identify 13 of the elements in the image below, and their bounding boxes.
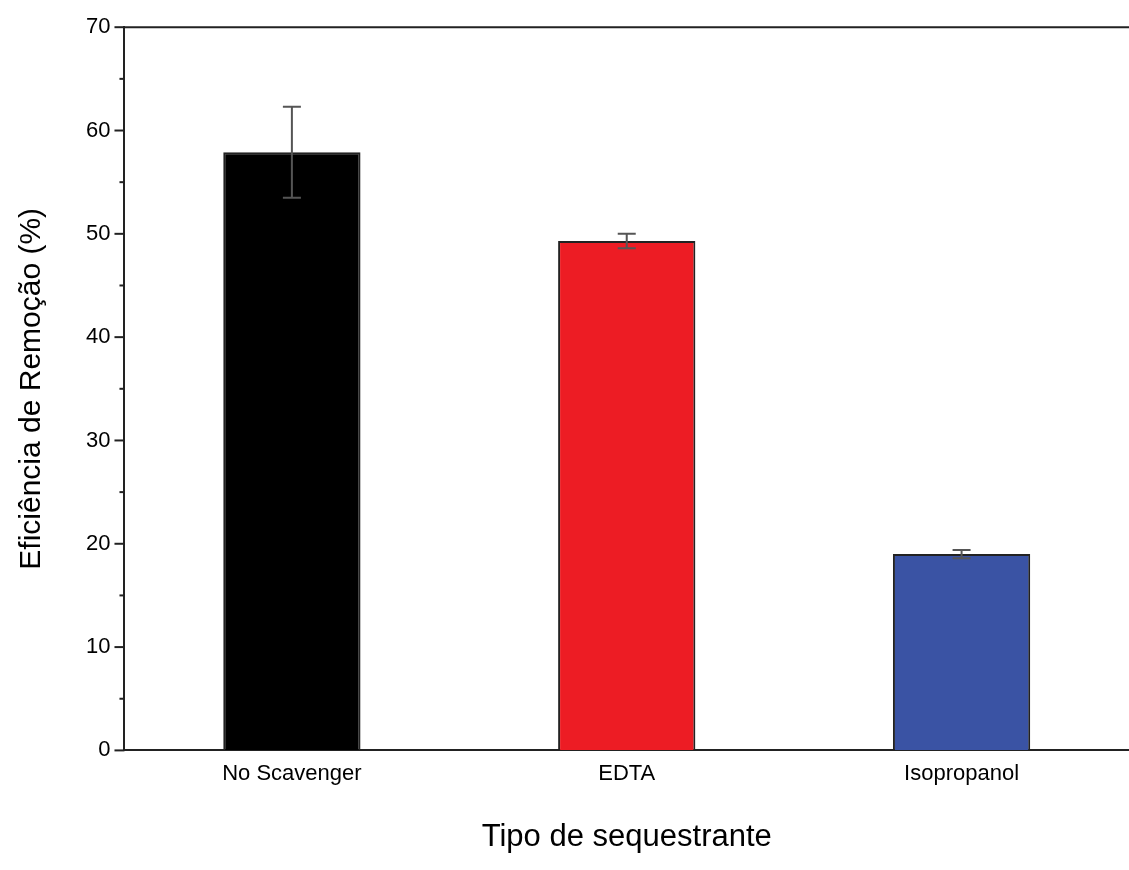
x-tick-label: EDTA — [598, 759, 656, 785]
y-tick-label: 40 — [85, 323, 111, 349]
y-axis-title: Eficiência de Remoção (%) — [13, 207, 47, 570]
y-tick-label: 60 — [85, 116, 111, 142]
y-tick-label: 70 — [85, 13, 111, 39]
x-tick-label: No Scavenger — [222, 759, 362, 785]
y-tick-label: 30 — [85, 426, 111, 452]
y-tick-label: 10 — [85, 633, 111, 659]
x-tick-label: Isopropanol — [904, 759, 1020, 785]
y-tick-label: 20 — [85, 529, 111, 555]
x-axis-title: Tipo de sequestrante — [481, 817, 772, 853]
y-tick-label: 50 — [85, 219, 111, 245]
y-tick-label: 0 — [98, 736, 111, 762]
